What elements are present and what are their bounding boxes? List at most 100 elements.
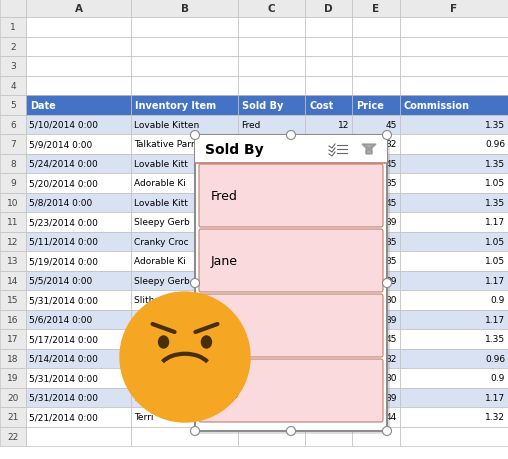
- Text: Cost: Cost: [309, 101, 333, 111]
- Text: 1.35: 1.35: [485, 159, 505, 168]
- Bar: [352, 57, 400, 76]
- Bar: [305, 213, 352, 232]
- Text: 2: 2: [10, 43, 16, 51]
- Bar: [26, 174, 131, 193]
- Text: 14: 14: [7, 276, 19, 285]
- Bar: [352, 18, 400, 38]
- Text: 5/14/2014 0:00: 5/14/2014 0:00: [29, 354, 98, 363]
- Text: 12: 12: [338, 120, 349, 129]
- Bar: [305, 291, 352, 310]
- Bar: [131, 134, 238, 154]
- Bar: [131, 213, 238, 232]
- Bar: [238, 310, 305, 329]
- Text: 19: 19: [7, 374, 19, 382]
- Bar: [26, 388, 131, 407]
- Text: 6: 6: [10, 120, 16, 129]
- Bar: [26, 96, 131, 115]
- Text: Date: Date: [30, 101, 56, 111]
- Text: 5/17/2014 0:00: 5/17/2014 0:00: [29, 335, 98, 343]
- Text: Sold By: Sold By: [242, 101, 283, 111]
- Text: 5/11/2014 0:00: 5/11/2014 0:00: [29, 237, 98, 246]
- Bar: [131, 407, 238, 426]
- Bar: [0, 252, 26, 271]
- Text: Sle: Sle: [134, 393, 148, 402]
- Bar: [131, 174, 238, 193]
- Circle shape: [190, 131, 200, 140]
- Bar: [131, 388, 238, 407]
- Text: 44: 44: [386, 412, 397, 421]
- Bar: [238, 388, 305, 407]
- Text: A: A: [75, 4, 82, 14]
- Text: 18: 18: [7, 354, 19, 363]
- Text: 1.17: 1.17: [485, 276, 505, 285]
- Bar: [400, 76, 508, 96]
- Text: E: E: [372, 4, 379, 14]
- Text: 35: 35: [386, 257, 397, 266]
- Bar: [131, 271, 238, 291]
- Text: 0.9: 0.9: [491, 374, 505, 382]
- Bar: [400, 18, 508, 38]
- Bar: [131, 57, 238, 76]
- Text: Sleepy Gerb: Sleepy Gerb: [134, 315, 190, 324]
- Bar: [26, 38, 131, 57]
- Text: Lovable Kitt: Lovable Kitt: [134, 198, 188, 207]
- Bar: [0, 329, 26, 349]
- Bar: [26, 310, 131, 329]
- Text: 39: 39: [386, 393, 397, 402]
- FancyBboxPatch shape: [199, 165, 383, 228]
- Bar: [400, 38, 508, 57]
- Circle shape: [287, 131, 296, 140]
- Bar: [352, 291, 400, 310]
- Circle shape: [190, 426, 200, 436]
- Bar: [352, 271, 400, 291]
- Bar: [0, 213, 26, 232]
- Text: 5/31/2014 0:00: 5/31/2014 0:00: [29, 296, 98, 305]
- Bar: [352, 76, 400, 96]
- Bar: [0, 310, 26, 329]
- Bar: [238, 349, 305, 368]
- Bar: [305, 368, 352, 388]
- Bar: [400, 407, 508, 426]
- Text: 32: 32: [386, 354, 397, 363]
- Bar: [0, 426, 26, 446]
- Text: 35: 35: [386, 237, 397, 246]
- Text: Sold By: Sold By: [205, 143, 264, 157]
- Bar: [0, 96, 26, 115]
- Text: 1.17: 1.17: [485, 393, 505, 402]
- Bar: [131, 349, 238, 368]
- Bar: [238, 134, 305, 154]
- Text: 1.35: 1.35: [485, 198, 505, 207]
- Bar: [305, 76, 352, 96]
- Text: 5/31/2014 0:00: 5/31/2014 0:00: [29, 374, 98, 382]
- Text: 4: 4: [10, 82, 16, 90]
- Text: 5/10/2014 0:00: 5/10/2014 0:00: [29, 120, 98, 129]
- Bar: [238, 252, 305, 271]
- Text: 45: 45: [386, 335, 397, 343]
- Text: 30: 30: [386, 296, 397, 305]
- Bar: [131, 38, 238, 57]
- Bar: [238, 38, 305, 57]
- Bar: [131, 426, 238, 446]
- Circle shape: [383, 131, 392, 140]
- Text: 5/9/2014 0:00: 5/9/2014 0:00: [29, 140, 92, 149]
- Text: Jane: Jane: [211, 254, 238, 268]
- Bar: [305, 232, 352, 252]
- Text: Slithering S: Slithering S: [134, 296, 186, 305]
- Text: Cranky Croc: Cranky Croc: [134, 237, 188, 246]
- Bar: [238, 0, 305, 18]
- Text: 5/21/2014 0:00: 5/21/2014 0:00: [29, 412, 98, 421]
- Bar: [131, 76, 238, 96]
- Bar: [238, 368, 305, 388]
- Text: 12: 12: [7, 237, 19, 246]
- Text: 5/31/2014 0:00: 5/31/2014 0:00: [29, 393, 98, 402]
- Bar: [305, 115, 352, 134]
- Bar: [198, 139, 390, 434]
- Text: Adorable Ki: Adorable Ki: [134, 179, 186, 188]
- Bar: [400, 310, 508, 329]
- Bar: [131, 310, 238, 329]
- Text: 1.17: 1.17: [485, 315, 505, 324]
- Text: 10: 10: [7, 198, 19, 207]
- Bar: [305, 426, 352, 446]
- Bar: [400, 193, 508, 213]
- Text: 5/20/2014 0:00: 5/20/2014 0:00: [29, 179, 98, 188]
